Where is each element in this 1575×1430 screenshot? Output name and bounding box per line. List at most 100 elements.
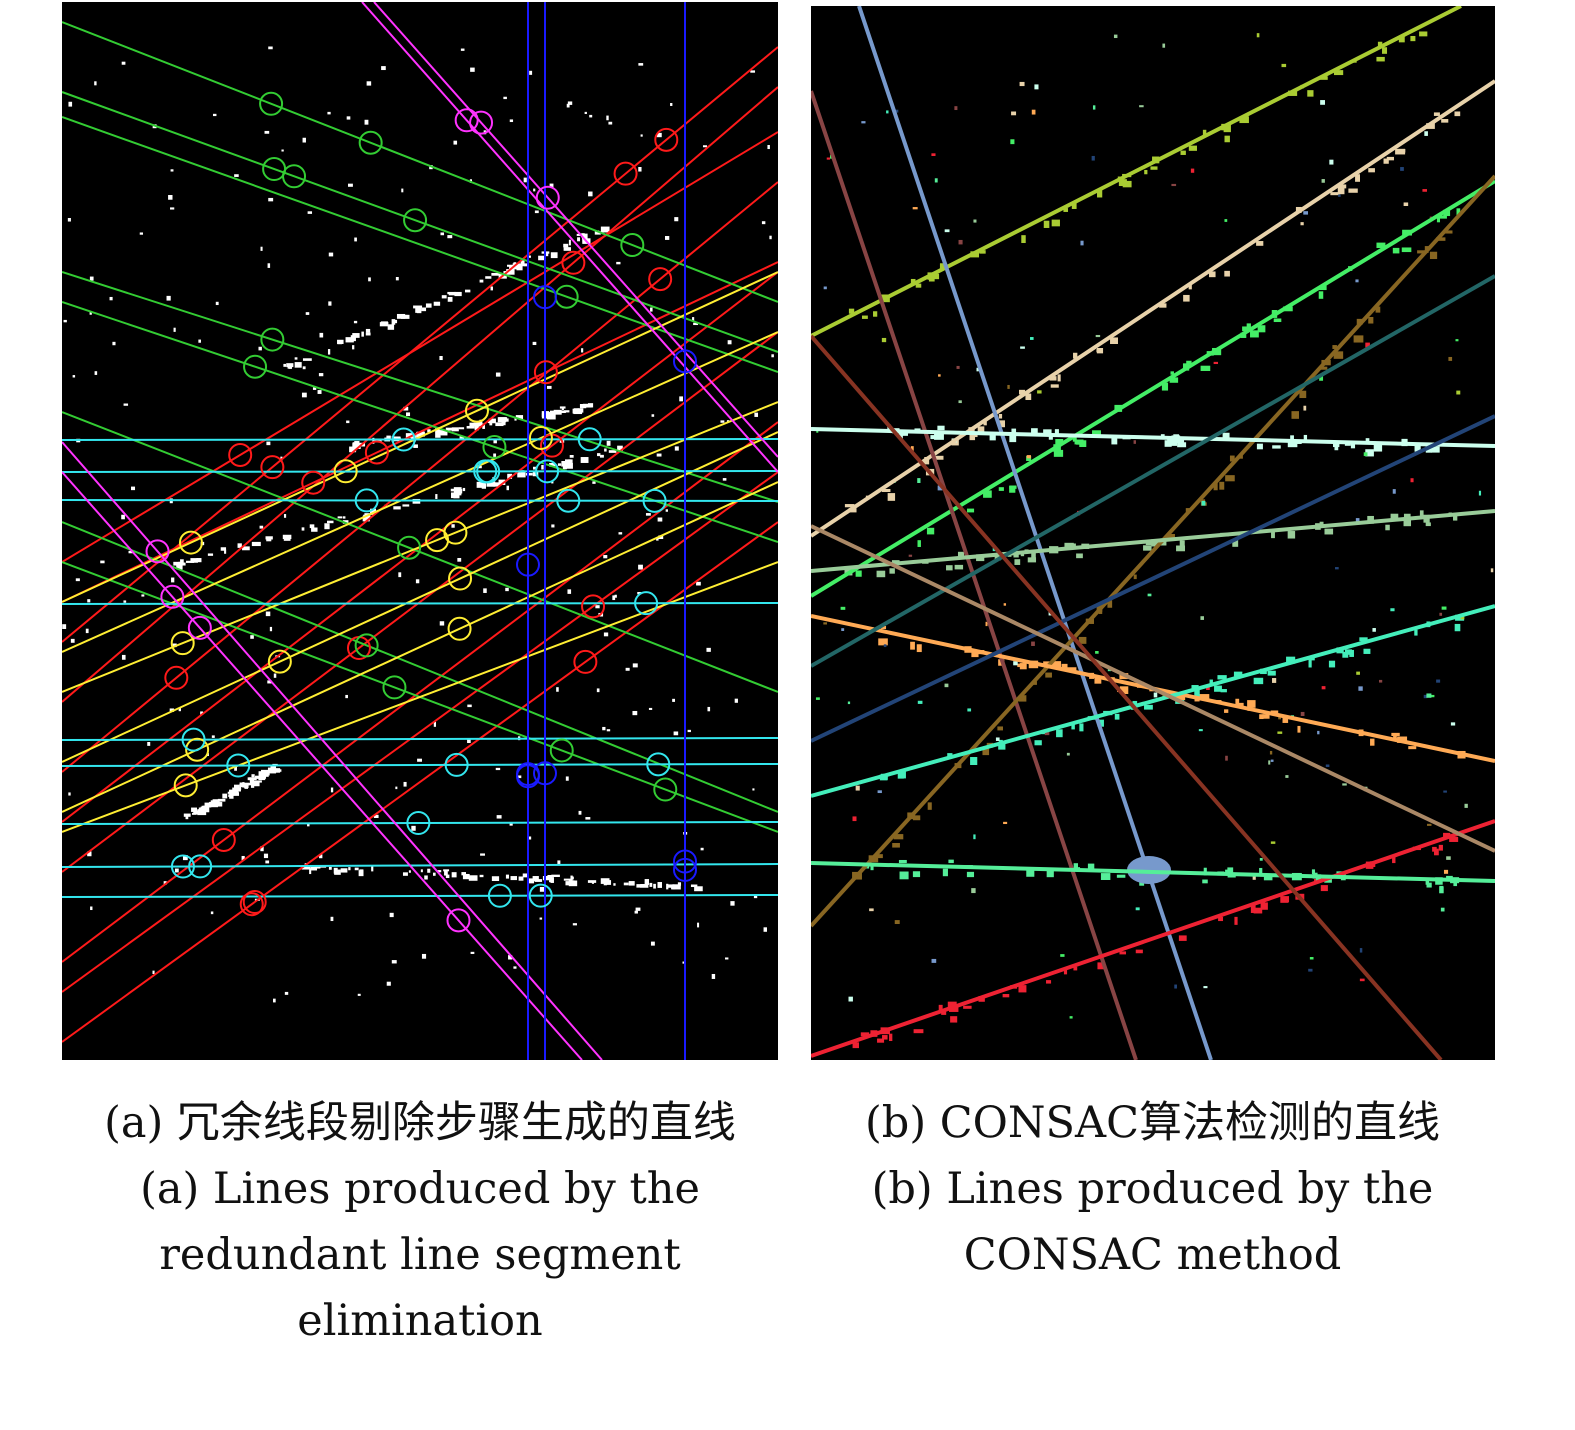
cluster-point <box>1430 694 1435 698</box>
edge-point <box>505 587 509 592</box>
cluster-point <box>1432 846 1437 852</box>
edge-point <box>200 806 209 810</box>
edge-point <box>557 463 561 466</box>
cluster-point <box>1233 671 1243 677</box>
cluster-point <box>1330 192 1340 196</box>
cluster-point <box>1256 241 1264 246</box>
edge-point <box>365 332 371 336</box>
edge-point <box>727 340 732 345</box>
cluster-point <box>1049 376 1057 381</box>
caption-a-chinese: (a) 冗余线段剔除步骤生成的直线 <box>104 1098 736 1148</box>
cluster-point <box>1317 730 1320 735</box>
edge-point <box>89 311 92 315</box>
cluster-point <box>976 367 979 372</box>
cluster-point <box>1153 692 1158 698</box>
edge-point <box>491 876 500 882</box>
edge-point <box>517 472 526 478</box>
edge-point <box>483 588 487 593</box>
cluster-point <box>1246 323 1251 330</box>
endpoint-circle <box>473 459 498 484</box>
cluster-point <box>939 263 946 270</box>
endpoint-circle <box>211 827 236 852</box>
cluster-point <box>1358 686 1363 691</box>
edge-point <box>665 236 670 240</box>
cluster-point <box>1013 661 1018 666</box>
cluster-point <box>1253 907 1263 914</box>
cluster-point <box>1176 437 1185 444</box>
cluster-point <box>1408 746 1417 750</box>
cluster-point <box>1271 530 1275 539</box>
edge-point <box>437 431 445 435</box>
cluster-point <box>1073 966 1078 971</box>
line-segment <box>62 481 778 813</box>
edge-point <box>501 419 506 426</box>
cluster-point <box>1095 334 1101 338</box>
cluster-point <box>1260 902 1268 910</box>
endpoint-circle <box>160 584 185 609</box>
cluster-point <box>873 854 883 859</box>
cluster-point <box>1037 390 1042 394</box>
edge-point <box>650 307 653 312</box>
edge-point <box>493 439 497 444</box>
edge-point <box>563 878 573 881</box>
edge-point <box>571 876 574 880</box>
cluster-point <box>1055 438 1064 445</box>
cluster-point <box>1434 848 1439 856</box>
edge-point <box>67 218 71 222</box>
detected-line <box>811 79 1495 538</box>
cluster-point <box>912 871 921 878</box>
edge-point <box>196 558 202 563</box>
edge-point <box>395 277 399 281</box>
line-segment <box>373 2 778 458</box>
cluster-point <box>1174 984 1177 989</box>
edge-point <box>665 509 668 512</box>
edge-point <box>307 822 310 827</box>
endpoint-circle <box>228 442 253 467</box>
cluster-point <box>898 859 907 864</box>
cluster-point <box>887 493 896 501</box>
line-segment <box>62 521 778 1043</box>
edge-point <box>608 450 617 453</box>
cluster-point <box>1162 43 1166 48</box>
edge-point <box>506 485 510 491</box>
cluster-point <box>998 742 1006 750</box>
edge-point <box>563 243 569 248</box>
cluster-point <box>1056 729 1063 738</box>
caption-b-english: (b) Lines produced by the CONSAC method <box>871 1164 1434 1280</box>
edge-point <box>427 868 431 873</box>
cluster-point <box>1453 514 1458 521</box>
edge-point <box>562 464 567 470</box>
cluster-point <box>1303 405 1307 411</box>
cluster-point <box>913 1029 924 1034</box>
cluster-point <box>1318 366 1328 370</box>
cluster-point <box>958 400 962 404</box>
edge-point <box>281 149 284 152</box>
cluster-point <box>1378 679 1383 683</box>
cluster-point <box>1344 649 1352 655</box>
cluster-point <box>881 625 887 630</box>
cluster-point <box>1359 948 1363 953</box>
cluster-point <box>1440 907 1445 912</box>
detected-line <box>857 6 1213 1060</box>
edge-point <box>656 132 662 138</box>
cluster-point <box>1291 411 1299 419</box>
cluster-point <box>1300 711 1305 716</box>
cluster-point <box>881 337 887 343</box>
edge-point <box>602 726 606 731</box>
detected-line <box>811 509 1495 573</box>
cluster-point <box>1263 875 1273 881</box>
cluster-point <box>1179 540 1185 548</box>
caption-a: (a) 冗余线段剔除步骤生成的直线 (a) Lines produced by … <box>62 1090 778 1354</box>
detected-line <box>811 334 1443 1060</box>
edge-point <box>496 815 502 819</box>
edge-point <box>190 558 198 563</box>
cluster-point <box>1170 371 1174 375</box>
line-segment <box>62 737 778 741</box>
edge-point <box>302 137 306 143</box>
edge-point <box>474 425 479 431</box>
endpoint-circle <box>642 488 667 513</box>
edge-point <box>139 232 143 235</box>
cluster-point <box>844 504 855 508</box>
edge-point <box>171 577 175 583</box>
edge-point <box>491 272 500 276</box>
